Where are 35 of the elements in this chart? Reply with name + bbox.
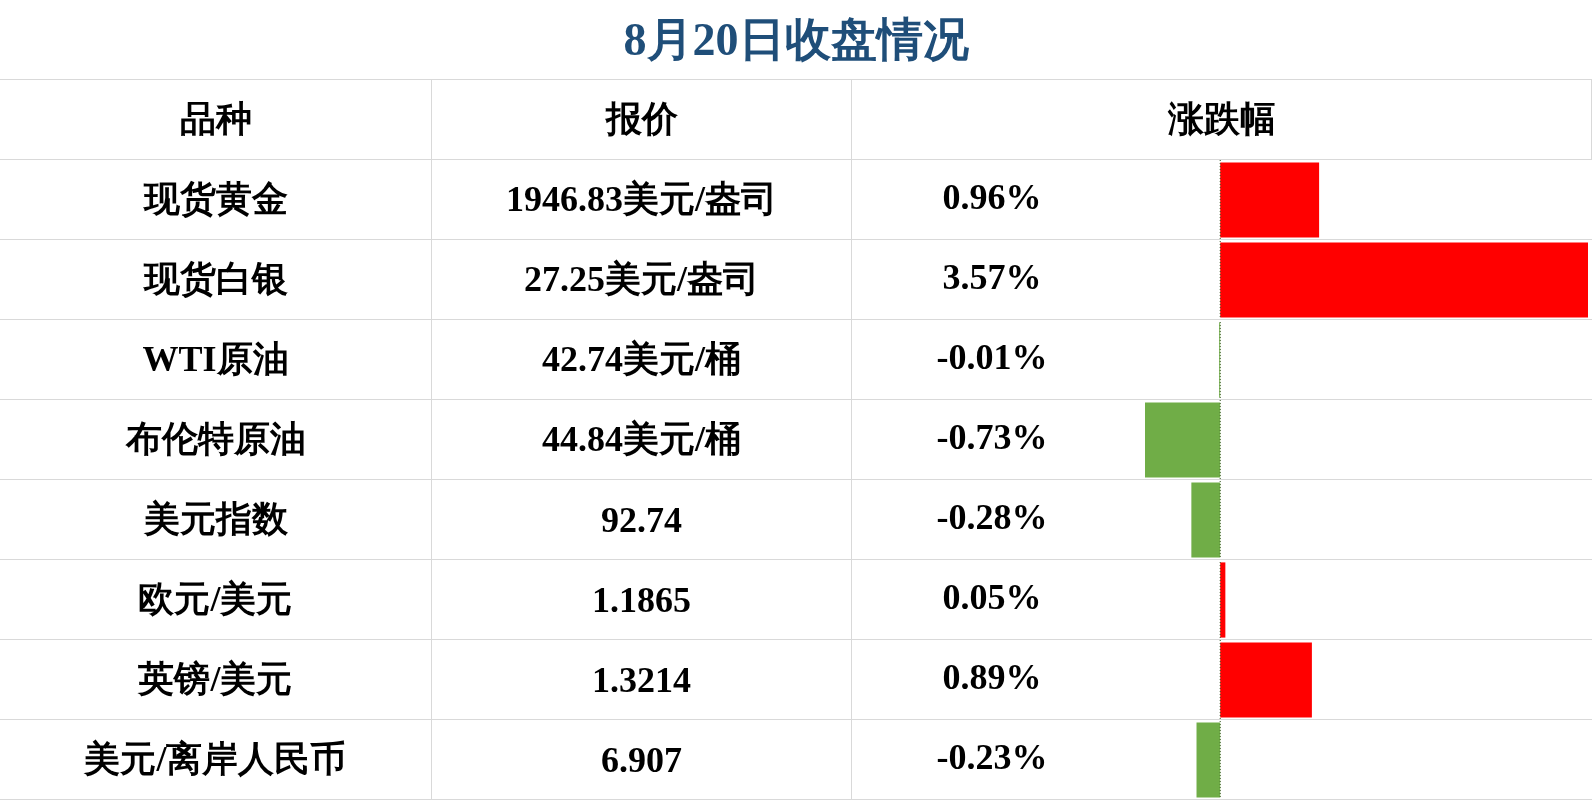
y-tick-label: 布伦特原油 — [0, 400, 432, 480]
data-label: 0.89% — [942, 657, 1042, 698]
y-tick-label: 美元指数 — [0, 480, 432, 560]
data-label: 3.57% — [942, 257, 1042, 298]
text: 44.84美元/桶 — [432, 400, 852, 480]
data-label: -0.23% — [936, 737, 1048, 778]
bar — [1220, 162, 1320, 238]
y-tick-label: 欧元/美元 — [0, 560, 432, 640]
text: 6.907 — [432, 720, 852, 800]
data-label: -0.01% — [936, 337, 1048, 378]
data-label: -0.73% — [936, 417, 1048, 458]
y-tick-label: 现货白银 — [0, 240, 432, 320]
y-tick-label: 现货黄金 — [0, 160, 432, 240]
y-axis-title: 品种 — [0, 80, 432, 160]
y-tick-label: 英镑/美元 — [0, 640, 432, 720]
text: 1946.83美元/盎司 — [432, 160, 852, 240]
data-label: 0.05% — [942, 577, 1042, 618]
x-axis-title: 涨跌幅 — [852, 80, 1592, 160]
text: 1.1865 — [432, 560, 852, 640]
bar — [1145, 402, 1221, 478]
chart-title: 8月20日收盘情况 — [0, 0, 1592, 80]
text: 报价 — [432, 80, 852, 160]
text: 42.74美元/桶 — [432, 320, 852, 400]
bar — [1220, 562, 1226, 638]
bar — [1196, 722, 1221, 798]
y-tick-label: WTI原油 — [0, 320, 432, 400]
bar — [1220, 642, 1312, 718]
bar — [1220, 242, 1588, 318]
text: 1.3214 — [432, 640, 852, 720]
text: 27.25美元/盎司 — [432, 240, 852, 320]
text: 92.74 — [432, 480, 852, 560]
bar — [1191, 482, 1221, 558]
data-label: -0.28% — [936, 497, 1048, 538]
y-tick-label: 美元/离岸人民币 — [0, 720, 432, 800]
data-label: 0.96% — [942, 177, 1042, 218]
